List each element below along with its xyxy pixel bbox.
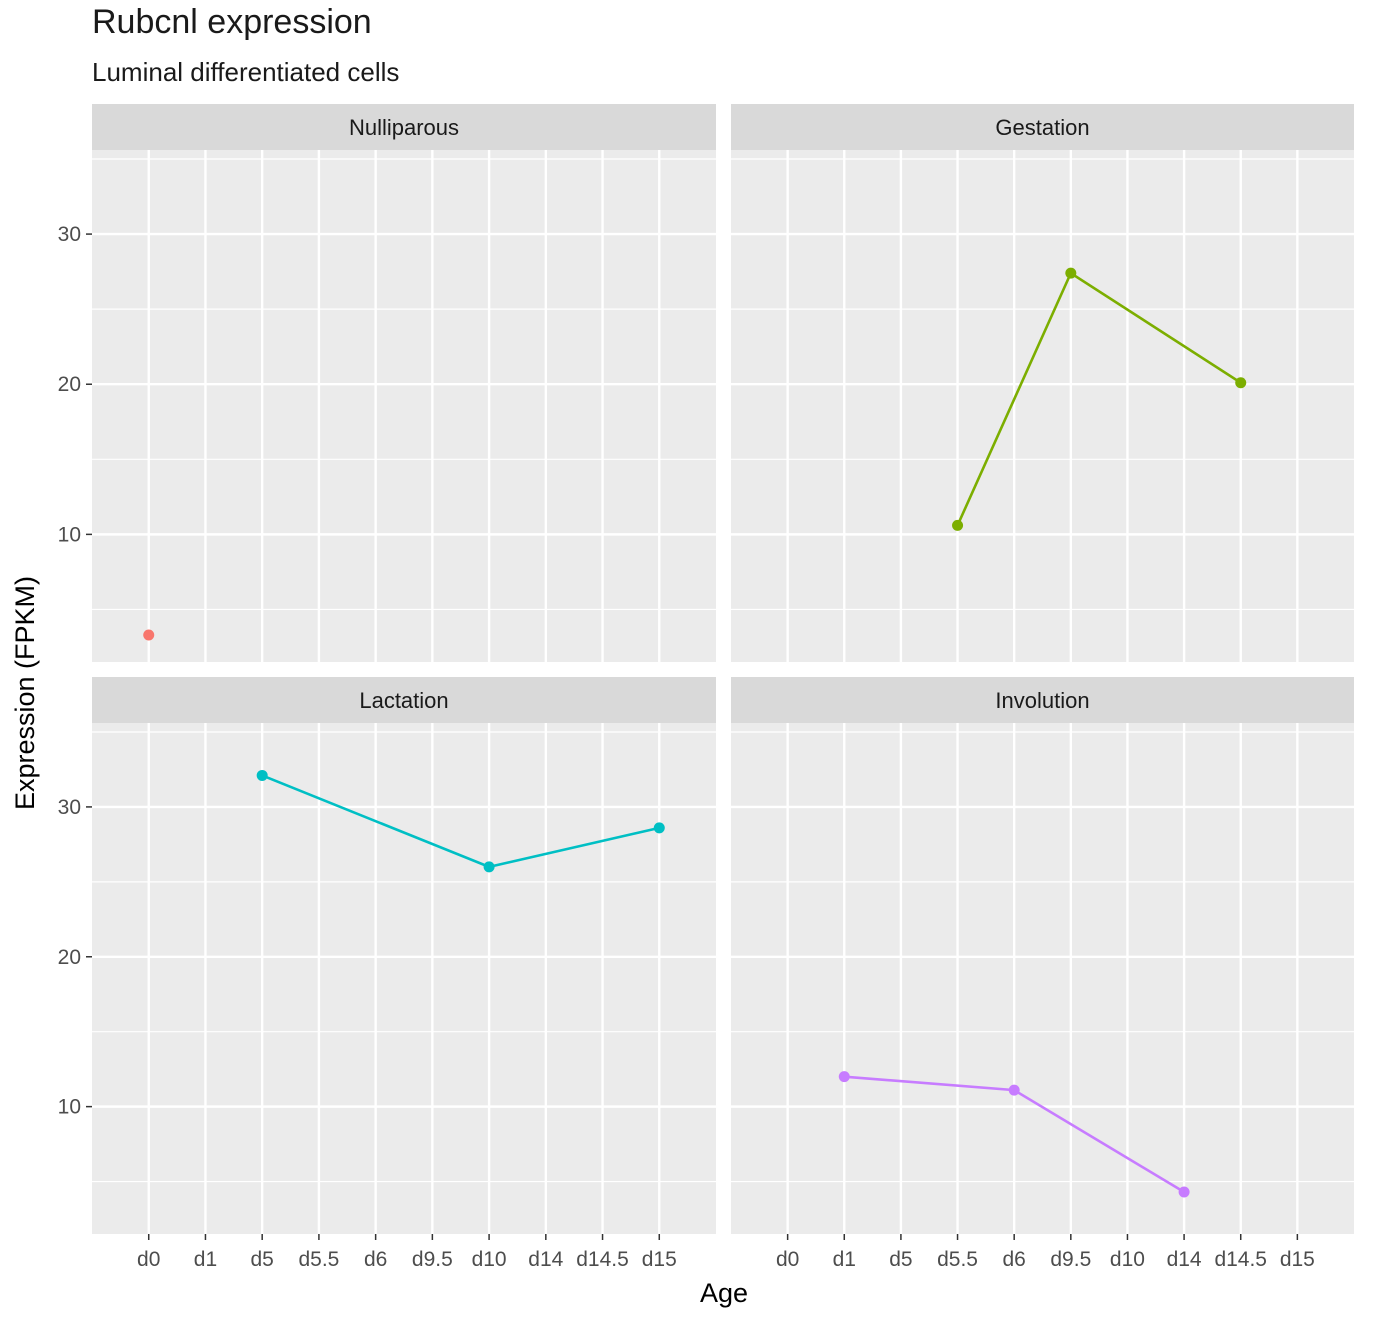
data-point (1235, 377, 1247, 389)
x-tick-label: d1 (833, 1248, 856, 1271)
facet-strip-label: Involution (995, 688, 1089, 713)
facet-strip (92, 677, 716, 723)
x-tick-label: d9.5 (1050, 1248, 1091, 1271)
facet-strip-label: Gestation (995, 115, 1089, 140)
x-tick-label: d10 (1110, 1248, 1145, 1271)
data-point (483, 861, 495, 873)
data-point (952, 519, 964, 531)
chart-subtitle: Luminal differentiated cells (92, 57, 399, 87)
panel-background (92, 723, 716, 1234)
facet-strip-label: Nulliparous (349, 115, 459, 140)
data-point (256, 769, 268, 781)
x-tick-label: d0 (776, 1248, 799, 1271)
data-point (653, 822, 665, 834)
x-tick-label: d6 (1003, 1248, 1026, 1271)
chart-title: Rubcnl expression (92, 3, 372, 41)
facet-strip (731, 104, 1354, 150)
y-axis-title: Expression (FPKM) (10, 576, 40, 810)
facet-nulliparous: Nulliparous 10 20 30 (58, 104, 716, 662)
y-tick-label: 30 (58, 796, 81, 819)
facet-strip (731, 677, 1354, 723)
facet-strip (92, 104, 716, 150)
x-tick-label: d5.5 (298, 1248, 339, 1271)
x-tick-label: d9.5 (412, 1248, 453, 1271)
data-point (1008, 1084, 1020, 1096)
x-tick-label: d15 (642, 1248, 677, 1271)
y-tick-label: 30 (58, 223, 81, 246)
x-tick-label: d5 (251, 1248, 274, 1271)
data-point (143, 629, 155, 641)
facet-involution: Involution d0 d1 d5 d5.5 d6 d9.5 d10 d14 d14.5 d15 (731, 677, 1354, 1271)
y-tick-label: 20 (58, 946, 81, 969)
facet-panels: Nulliparous 10 20 30 Gestation Lactation 10 20 3… (58, 104, 1354, 1271)
y-tick-label: 10 (58, 1096, 81, 1119)
y-tick-label: 10 (58, 523, 81, 546)
y-tick-label: 20 (58, 373, 81, 396)
x-tick-label: d14 (1167, 1248, 1202, 1271)
x-tick-label: d5.5 (937, 1248, 978, 1271)
x-tick-label: d14.5 (1214, 1248, 1267, 1271)
panel-background (731, 150, 1354, 662)
facet-strip-label: Lactation (359, 688, 448, 713)
panel-background (731, 723, 1354, 1234)
x-tick-label: d5 (889, 1248, 912, 1271)
x-tick-label: d0 (137, 1248, 160, 1271)
facet-gestation: Gestation (731, 104, 1354, 662)
x-axis-title: Age (700, 1278, 748, 1308)
data-point (1178, 1186, 1190, 1198)
facet-lactation: Lactation 10 20 30 d0 d1 d5 d5.5 d6 d9.5 d10 d14 d14… (58, 677, 716, 1271)
x-tick-label: d6 (364, 1248, 387, 1271)
x-tick-label: d14 (528, 1248, 563, 1271)
data-point (838, 1071, 850, 1083)
x-tick-label: d15 (1280, 1248, 1315, 1271)
data-point (1065, 267, 1077, 279)
x-tick-label: d14.5 (576, 1248, 629, 1271)
panel-background (92, 150, 716, 662)
x-tick-label: d10 (472, 1248, 507, 1271)
x-tick-label: d1 (194, 1248, 217, 1271)
